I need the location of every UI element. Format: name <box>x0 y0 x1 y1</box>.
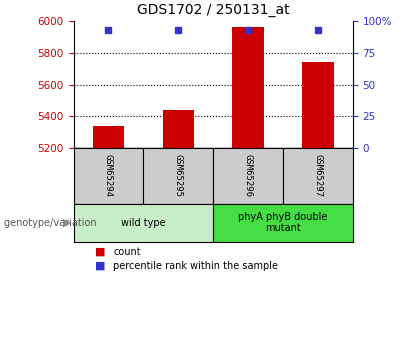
Bar <box>232 27 264 148</box>
Text: GSM65295: GSM65295 <box>174 155 183 197</box>
Text: wild type: wild type <box>121 218 165 227</box>
Bar <box>163 110 194 148</box>
Text: percentile rank within the sample: percentile rank within the sample <box>113 261 278 270</box>
Bar <box>302 62 333 148</box>
Text: GSM65294: GSM65294 <box>104 155 113 197</box>
Text: ■: ■ <box>94 247 105 257</box>
Title: GDS1702 / 250131_at: GDS1702 / 250131_at <box>137 3 289 17</box>
Text: ▶: ▶ <box>63 218 71 227</box>
Bar <box>93 126 124 148</box>
Text: count: count <box>113 247 141 257</box>
Text: GSM65297: GSM65297 <box>313 155 323 197</box>
Text: genotype/variation: genotype/variation <box>4 218 100 227</box>
Text: phyA phyB double
mutant: phyA phyB double mutant <box>238 212 328 233</box>
Text: GSM65296: GSM65296 <box>244 155 252 197</box>
Text: ■: ■ <box>94 261 105 270</box>
